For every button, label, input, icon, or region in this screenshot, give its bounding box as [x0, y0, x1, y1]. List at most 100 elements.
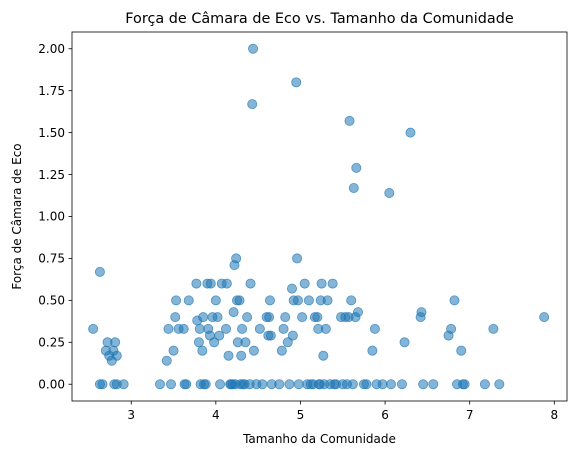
- data-point-34: [200, 379, 211, 390]
- data-point-22: [178, 323, 189, 334]
- data-point-42: [212, 312, 223, 323]
- data-point-69: [248, 43, 259, 54]
- points-layer: [88, 43, 550, 390]
- data-point-40: [209, 337, 220, 348]
- data-point-26: [191, 278, 202, 289]
- data-point-77: [264, 295, 275, 306]
- data-point-13: [118, 379, 129, 390]
- data-point-94: [299, 278, 310, 289]
- data-point-134: [396, 379, 407, 390]
- data-point-24: [181, 379, 192, 390]
- data-point-84: [282, 337, 293, 348]
- data-point-136: [405, 127, 416, 138]
- data-point-18: [168, 345, 179, 356]
- data-point-119: [344, 115, 355, 126]
- x-tick-label-5: 8: [550, 408, 558, 422]
- data-point-29: [194, 323, 205, 334]
- x-tick-label-4: 7: [466, 408, 474, 422]
- y-tick-label-0: 0.00: [38, 377, 65, 391]
- data-point-93: [297, 312, 308, 323]
- y-axis: 0.00 0.25 0.50 0.75 1.00 1.25 1.50 1.75 2.00: [38, 42, 72, 391]
- data-point-149: [488, 323, 499, 334]
- data-point-150: [494, 379, 505, 390]
- data-point-96: [303, 295, 314, 306]
- y-tick-label-1: 0.25: [38, 335, 65, 349]
- data-point-81: [276, 345, 287, 356]
- data-point-91: [292, 295, 303, 306]
- y-tick-label-5: 1.25: [38, 168, 65, 182]
- data-point-43: [214, 330, 225, 341]
- data-point-82: [278, 323, 289, 334]
- data-point-132: [384, 188, 395, 199]
- y-tick-label-8: 2.00: [38, 42, 65, 56]
- data-point-11: [111, 350, 122, 361]
- data-point-46: [220, 323, 231, 334]
- data-point-131: [377, 379, 388, 390]
- data-point-87: [287, 330, 298, 341]
- data-point-148: [479, 379, 490, 390]
- data-point-145: [456, 345, 467, 356]
- data-point-52: [228, 307, 239, 318]
- data-point-151: [539, 312, 550, 323]
- data-point-31: [197, 345, 208, 356]
- x-tick-label-1: 4: [212, 408, 220, 422]
- data-point-25: [183, 295, 194, 306]
- data-point-72: [254, 323, 265, 334]
- data-point-3: [97, 379, 108, 390]
- data-point-16: [163, 323, 174, 334]
- data-point-121: [347, 379, 358, 390]
- data-point-139: [418, 379, 429, 390]
- chart-title: Força de Câmara de Eco vs. Tamanho da Co…: [125, 11, 514, 27]
- data-point-125: [352, 307, 363, 318]
- data-point-14: [154, 379, 165, 390]
- data-point-60: [236, 350, 247, 361]
- data-point-127: [361, 379, 372, 390]
- data-point-106: [318, 350, 329, 361]
- data-point-109: [322, 295, 333, 306]
- x-tick-label-2: 5: [297, 408, 305, 422]
- data-point-129: [369, 323, 380, 334]
- data-point-124: [351, 162, 362, 173]
- data-point-142: [446, 323, 457, 334]
- data-point-64: [240, 337, 251, 348]
- data-point-67: [245, 278, 256, 289]
- data-point-83: [280, 312, 291, 323]
- data-point-78: [265, 330, 276, 341]
- data-point-108: [320, 323, 331, 334]
- y-tick-label-2: 0.50: [38, 294, 65, 308]
- data-point-38: [205, 278, 216, 289]
- data-point-85: [284, 379, 295, 390]
- data-point-133: [385, 379, 396, 390]
- data-point-41: [210, 295, 221, 306]
- data-point-70: [248, 345, 259, 356]
- data-point-140: [428, 379, 439, 390]
- data-point-147: [459, 379, 470, 390]
- y-tick-label-3: 0.75: [38, 252, 65, 266]
- data-point-48: [223, 350, 234, 361]
- data-point-10: [110, 337, 121, 348]
- data-point-111: [327, 278, 338, 289]
- x-tick-label-0: 3: [127, 408, 135, 422]
- y-axis-label: Força de Câmara de Eco: [10, 143, 24, 289]
- x-axis-label: Tamanho da Comunidade: [242, 432, 396, 446]
- data-point-44: [215, 379, 226, 390]
- y-tick-label-4: 1.00: [38, 210, 65, 224]
- data-point-138: [416, 307, 427, 318]
- data-point-28: [193, 337, 204, 348]
- data-point-32: [198, 312, 209, 323]
- data-point-47: [221, 278, 232, 289]
- data-point-19: [170, 312, 181, 323]
- data-point-143: [449, 295, 460, 306]
- data-point-55: [231, 253, 242, 264]
- data-point-120: [346, 295, 357, 306]
- x-axis: 3 4 5 6 7 8: [127, 401, 558, 422]
- data-point-89: [291, 77, 302, 88]
- data-point-61: [237, 323, 248, 334]
- data-point-20: [171, 295, 182, 306]
- data-point-58: [234, 295, 245, 306]
- data-point-92: [293, 379, 304, 390]
- data-point-135: [399, 337, 410, 348]
- data-point-90: [292, 253, 303, 264]
